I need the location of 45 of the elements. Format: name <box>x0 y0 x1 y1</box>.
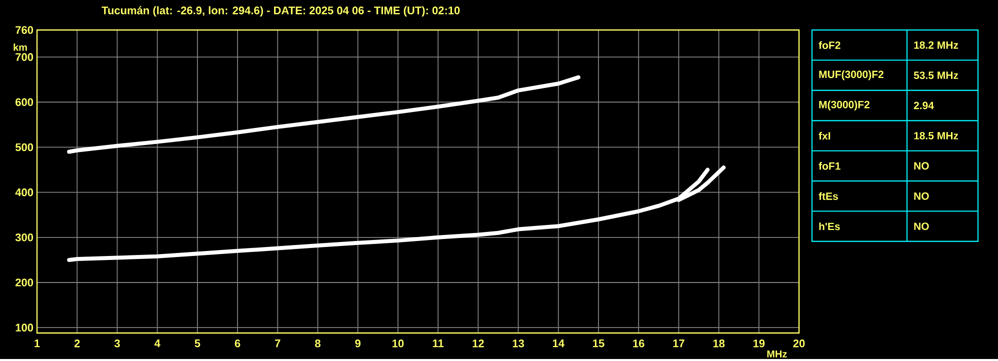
y-tick-label: 400 <box>15 188 34 196</box>
x-tick-label: 12 <box>472 340 484 348</box>
y-tick-label: 760 <box>16 26 34 34</box>
y-tick-label: 600 <box>16 98 34 106</box>
x-tick-label: 11 <box>432 340 444 348</box>
text: NO <box>914 222 929 230</box>
text: NO <box>914 162 929 170</box>
y-tick-label: 100 <box>16 324 34 332</box>
text: 18.5 MHz <box>914 132 958 140</box>
text: 18.2 MHz <box>914 42 958 49</box>
y-tick-label: 500 <box>15 143 34 152</box>
x-tick-label: 10 <box>392 340 404 348</box>
y-axis-title: km <box>14 44 27 51</box>
x-tick-label: 5 <box>194 340 200 348</box>
x-tick-label: 6 <box>234 340 240 348</box>
x-tick-label: 8 <box>315 340 320 348</box>
category-label: MUF(3000)F2 <box>819 70 884 80</box>
chart-title: Tucumán (lat: -26.9, lon: 294.6) - DATE: 2025 04 06 - TIME (UT): 02:10 <box>102 6 460 17</box>
category-label: h'Es <box>819 222 840 230</box>
category-label: foF1 <box>818 162 840 170</box>
x-tick-label: 15 <box>593 340 604 348</box>
x-tick-label: 14 <box>552 340 564 348</box>
text: 53.5 MHz <box>914 72 958 80</box>
x-tick-label: 2 <box>74 340 80 348</box>
category-label: foF2 <box>818 41 840 50</box>
x-axis-title: MHz <box>767 350 787 358</box>
x-tick-label: 19 <box>753 340 765 348</box>
x-tick-label: 20 <box>793 340 805 348</box>
x-tick-label: 1 <box>34 340 40 348</box>
category-label: ftEs <box>818 192 838 200</box>
y-tick-label: 200 <box>16 278 34 287</box>
x-tick-label: 3 <box>114 340 120 348</box>
x-tick-label: 4 <box>154 340 160 348</box>
category-label: M(3000)F2 <box>819 100 870 111</box>
text: NO <box>914 192 929 200</box>
x-tick-label: 7 <box>275 340 280 348</box>
x-tick-label: 16 <box>633 340 644 348</box>
x-tick-label: 17 <box>673 340 684 348</box>
y-tick-label: 300 <box>15 234 34 242</box>
x-tick-label: 9 <box>355 340 360 348</box>
text: 2.94 <box>914 102 934 110</box>
category-label: fxI <box>818 132 830 140</box>
x-tick-label: 13 <box>512 340 524 348</box>
x-tick-label: 18 <box>713 340 725 348</box>
y-tick-label: 700 <box>16 53 34 62</box>
